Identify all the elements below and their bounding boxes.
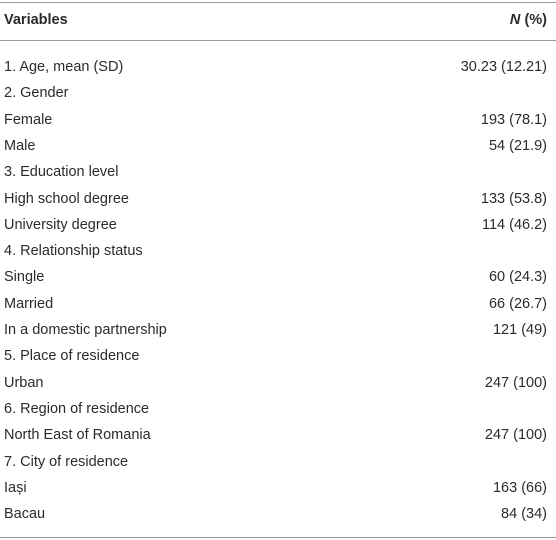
header-n-unit: (%): [524, 12, 547, 28]
row-label: 6. Region of residence: [4, 400, 150, 417]
row-label: Iași: [4, 479, 27, 496]
row-label: Urban: [4, 374, 44, 391]
header-n: N (%): [510, 10, 547, 30]
row-value: 66 (26.7): [488, 295, 547, 312]
row-value: 121 (49): [492, 322, 547, 338]
row-label: North East of Romania: [4, 427, 151, 444]
row-label: University degree: [4, 216, 117, 233]
row-value: 163 (66): [492, 479, 547, 496]
row-label: 3. Education level: [4, 164, 119, 181]
row-label: 2. Gender: [4, 85, 69, 102]
row-label: High school degree: [4, 190, 129, 207]
row-label: Female: [4, 111, 53, 128]
row-value: 114 (46.2): [481, 216, 547, 233]
bottom-rule: [0, 537, 556, 538]
row-label: Single: [4, 269, 45, 286]
row-label: In a domestic partnership: [4, 322, 167, 338]
row-label: 4. Relationship status: [4, 243, 143, 260]
row-label: Male: [4, 137, 36, 154]
row-label: 1. Age, mean (SD): [4, 59, 124, 75]
top-rule: [0, 2, 556, 3]
row-label: 7. City of residence: [4, 453, 129, 470]
row-value: 84 (34): [501, 506, 547, 523]
header-variables: Variables: [4, 12, 68, 28]
row-value: 193 (78.1): [480, 111, 547, 128]
row-value: 54 (21.9): [488, 137, 547, 154]
row-label: Bacau: [4, 506, 46, 523]
row-label: Married: [4, 295, 54, 312]
row-value: 60 (24.3): [488, 269, 547, 286]
row-value: 247 (100): [484, 427, 547, 444]
header-rule: [0, 40, 556, 41]
row-label: 5. Place of residence: [4, 348, 140, 365]
row-value: 133 (53.8): [480, 190, 547, 207]
row-value: 30.23 (12.21): [460, 59, 547, 75]
row-value: 247 (100): [484, 374, 547, 391]
header-n-symbol: N: [509, 12, 521, 28]
